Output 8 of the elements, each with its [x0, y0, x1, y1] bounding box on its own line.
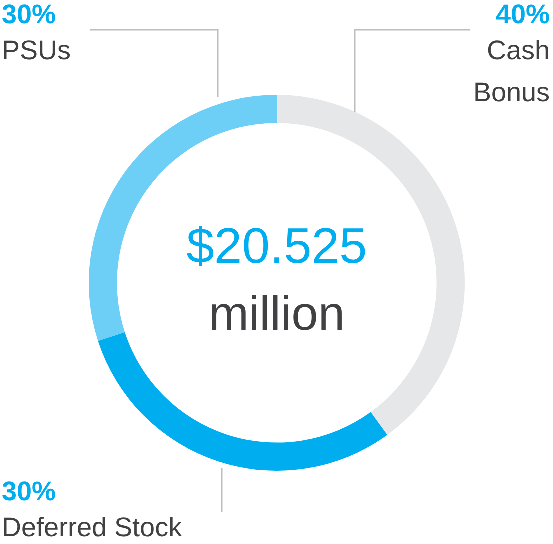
text: $20.525	[186, 218, 368, 274]
slice-label: Cash Bonus	[473, 35, 550, 108]
data-label: 30%	[2, 0, 56, 30]
data-label: 30%	[2, 476, 56, 506]
text: million	[208, 288, 346, 342]
data-label: 40%	[496, 0, 550, 30]
slice-label: PSUs	[2, 35, 72, 66]
slice-label: Deferred Stock	[2, 512, 183, 542]
